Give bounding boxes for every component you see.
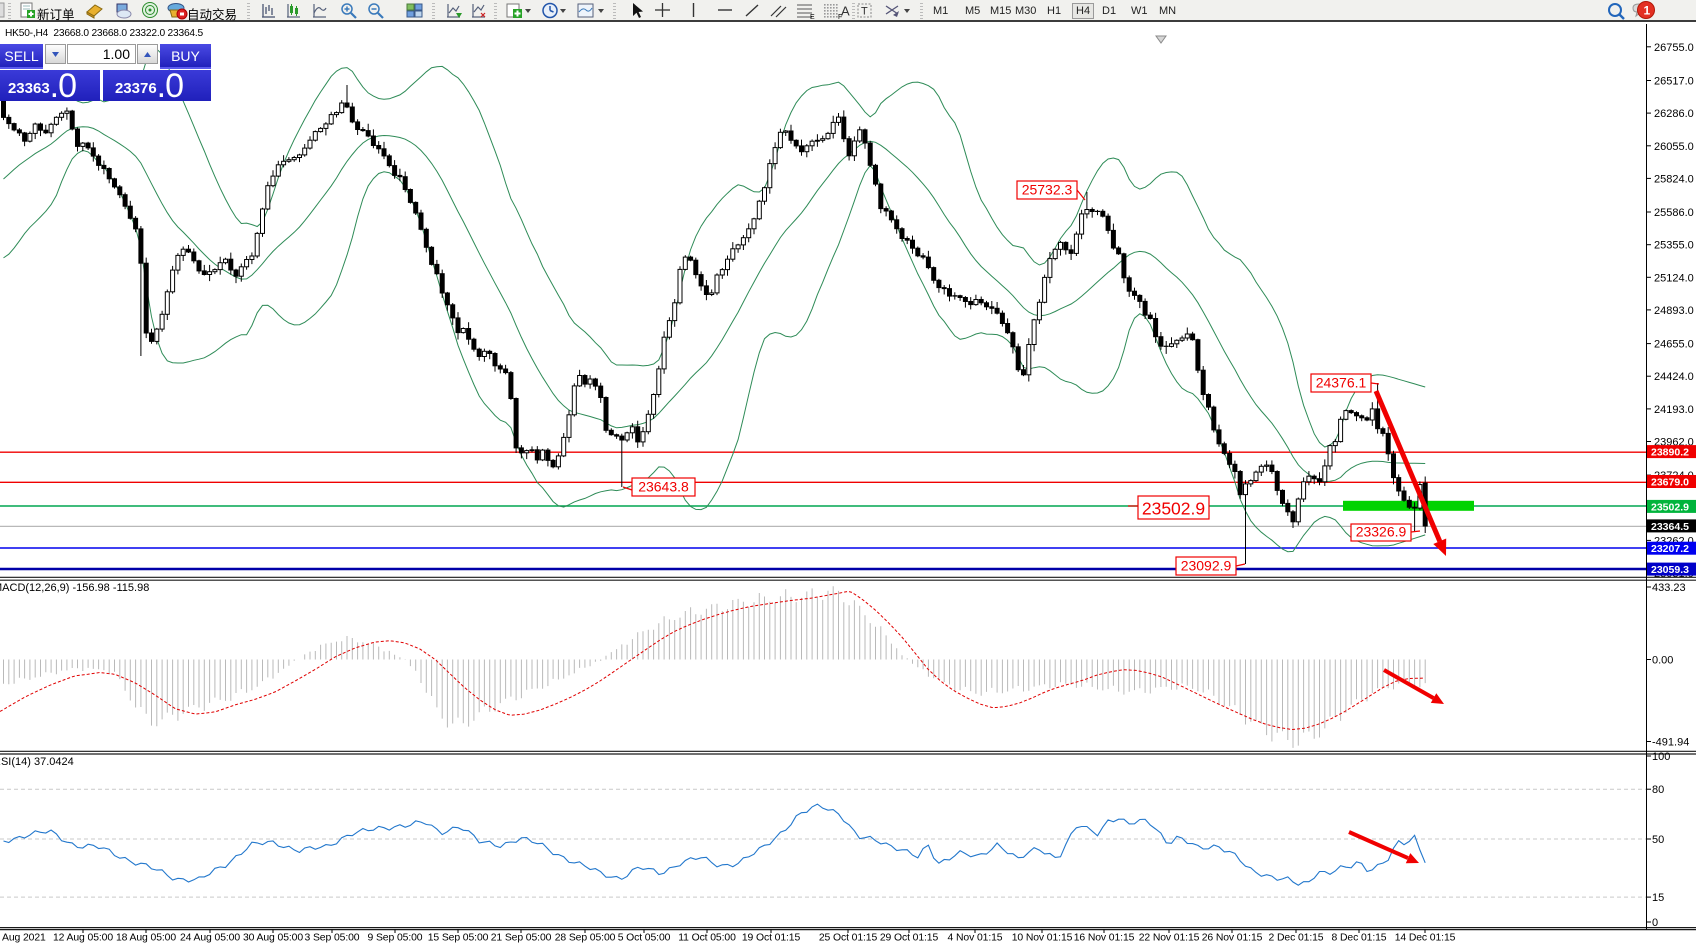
svg-text:8 Dec 01:15: 8 Dec 01:15	[1332, 933, 1387, 943]
svg-text:30 Aug 05:00: 30 Aug 05:00	[243, 933, 303, 943]
svg-text:RSI(14) 37.0424: RSI(14) 37.0424	[0, 756, 74, 768]
svg-text:29 Oct 01:15: 29 Oct 01:15	[880, 933, 939, 943]
svg-text:24655.0: 24655.0	[1654, 339, 1694, 351]
svg-text:28 Sep 05:00: 28 Sep 05:00	[555, 933, 616, 943]
svg-text:50: 50	[1652, 834, 1664, 846]
svg-text:26517.0: 26517.0	[1654, 76, 1694, 88]
svg-text:0: 0	[1652, 917, 1658, 929]
svg-text:24 Aug 05:00: 24 Aug 05:00	[180, 933, 240, 943]
svg-text:14 Dec 01:15: 14 Dec 01:15	[1395, 933, 1456, 943]
svg-text:2 Dec 01:15: 2 Dec 01:15	[1269, 933, 1324, 943]
svg-text:T: T	[861, 6, 868, 18]
svg-text:24893.0: 24893.0	[1654, 305, 1694, 317]
svg-text:24424.0: 24424.0	[1654, 371, 1694, 383]
svg-text:23059.3: 23059.3	[1651, 564, 1689, 576]
svg-text:433.23: 433.23	[1652, 582, 1686, 594]
svg-text:24193.0: 24193.0	[1654, 404, 1694, 416]
svg-text:18 Aug 05:00: 18 Aug 05:00	[116, 933, 176, 943]
svg-text:9 Sep 05:00: 9 Sep 05:00	[368, 933, 423, 943]
svg-text:11 Oct 05:00: 11 Oct 05:00	[678, 933, 736, 943]
svg-text:23679.0: 23679.0	[1651, 477, 1689, 489]
svg-text:25124.0: 25124.0	[1654, 272, 1694, 284]
svg-text:22 Nov 01:15: 22 Nov 01:15	[1139, 933, 1200, 943]
svg-text:16 Nov 01:15: 16 Nov 01:15	[1074, 933, 1135, 943]
svg-text:25 Oct 01:15: 25 Oct 01:15	[819, 933, 878, 943]
svg-text:E: E	[810, 14, 815, 21]
svg-text:MACD(12,26,9) -156.98 -115.98: MACD(12,26,9) -156.98 -115.98	[0, 582, 149, 594]
svg-text:26055.0: 26055.0	[1654, 141, 1694, 153]
svg-text:23890.2: 23890.2	[1651, 447, 1689, 459]
svg-text:-491.94: -491.94	[1652, 737, 1689, 749]
svg-text:21 Sep 05:00: 21 Sep 05:00	[491, 933, 552, 943]
svg-text:23092.9: 23092.9	[1181, 558, 1232, 574]
svg-text:19 Oct 01:15: 19 Oct 01:15	[742, 933, 801, 943]
svg-text:0.00: 0.00	[1652, 655, 1673, 667]
svg-text:4 Nov 01:15: 4 Nov 01:15	[948, 933, 1003, 943]
svg-text:15: 15	[1652, 892, 1664, 904]
svg-text:23364.5: 23364.5	[1651, 521, 1689, 533]
svg-text:23326.9: 23326.9	[1356, 524, 1407, 540]
svg-text:26286.0: 26286.0	[1654, 108, 1694, 120]
svg-text:100: 100	[1652, 751, 1670, 763]
svg-text:3 Sep 05:00: 3 Sep 05:00	[305, 933, 360, 943]
svg-text:1: 1	[1644, 4, 1651, 18]
svg-text:A: A	[841, 4, 850, 19]
svg-text:24376.1: 24376.1	[1316, 375, 1367, 391]
svg-text:25824.0: 25824.0	[1654, 173, 1694, 185]
svg-text:23502.9: 23502.9	[1651, 501, 1689, 513]
svg-text:25586.0: 25586.0	[1654, 207, 1694, 219]
svg-text:23207.2: 23207.2	[1651, 543, 1689, 555]
svg-text:Aug 2021: Aug 2021	[2, 933, 46, 943]
svg-text:26755.0: 26755.0	[1654, 42, 1694, 54]
svg-text:12 Aug 05:00: 12 Aug 05:00	[53, 933, 113, 943]
svg-text:5 Oct 05:00: 5 Oct 05:00	[618, 933, 671, 943]
svg-text:26 Nov 01:15: 26 Nov 01:15	[1202, 933, 1263, 943]
svg-text:25732.3: 25732.3	[1022, 182, 1073, 198]
svg-text:15 Sep 05:00: 15 Sep 05:00	[428, 933, 489, 943]
svg-text:23643.8: 23643.8	[638, 479, 689, 495]
svg-text:F: F	[838, 14, 842, 21]
svg-text:80: 80	[1652, 784, 1664, 796]
svg-text:23502.9: 23502.9	[1142, 499, 1205, 519]
svg-text:10 Nov 01:15: 10 Nov 01:15	[1012, 933, 1073, 943]
svg-text:25355.0: 25355.0	[1654, 240, 1694, 252]
